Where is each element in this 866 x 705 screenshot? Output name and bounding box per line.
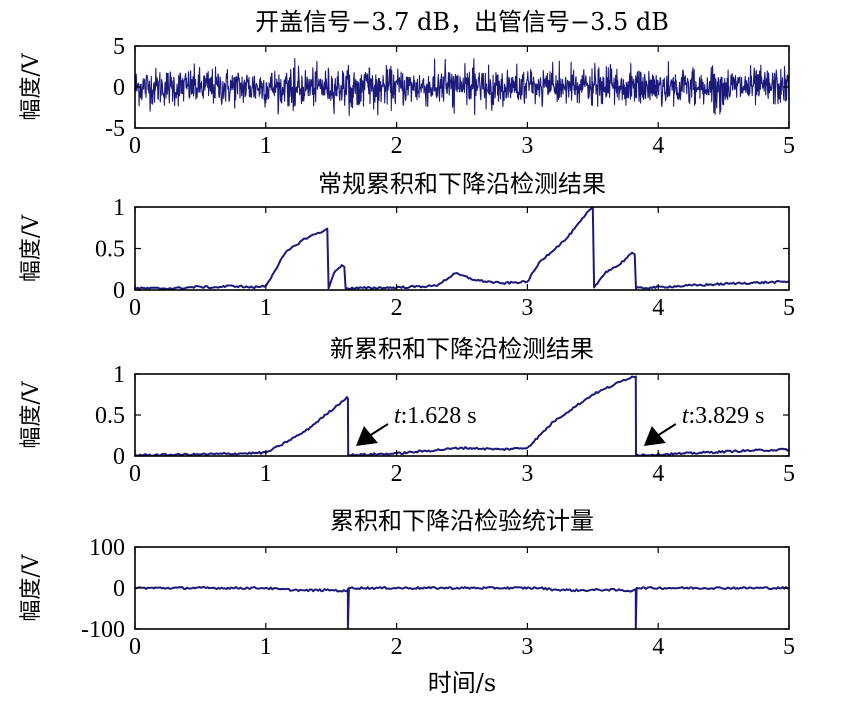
x-tick-label: 5	[783, 295, 795, 321]
panel-title: 开盖信号−3.7 dB，出管信号−3.5 dB	[255, 8, 669, 36]
x-tick-label: 1	[260, 295, 272, 321]
panel-title: 累积和下降沿检验统计量	[330, 507, 594, 535]
x-tick-label: 2	[391, 133, 403, 159]
x-tick-label: 3	[521, 133, 533, 159]
y-tick-label: -100	[81, 617, 125, 643]
x-tick-label: 1	[260, 133, 272, 159]
x-tick-label: 1	[260, 634, 272, 660]
x-tick-label: 5	[783, 634, 795, 660]
y-tick-label: 0	[113, 444, 125, 470]
x-tick-label: 1	[260, 461, 272, 487]
annotation-variable: t	[682, 403, 690, 429]
y-axis-label: 幅度/V	[19, 380, 44, 448]
y-tick-label: 0.5	[95, 237, 125, 263]
x-tick-label: 5	[783, 133, 795, 159]
annotation-variable: t	[394, 403, 402, 429]
x-axis-label: 时间/s	[428, 669, 496, 697]
x-tick-label: 2	[391, 634, 403, 660]
x-tick-label: 4	[652, 295, 664, 321]
x-tick-label: 0	[129, 634, 141, 660]
x-tick-label: 3	[521, 461, 533, 487]
y-tick-label: 1	[113, 362, 125, 388]
annotation: t:1.628 s	[355, 403, 477, 446]
x-tick-label: 0	[129, 133, 141, 159]
y-tick-label: -5	[105, 116, 125, 142]
x-tick-label: 0	[129, 461, 141, 487]
x-tick-label: 4	[652, 133, 664, 159]
y-tick-label: 0	[113, 278, 125, 304]
annotation-label: :3.829 s	[689, 403, 765, 429]
svg-text:t:3.829 s: t:3.829 s	[682, 403, 765, 429]
y-axis-label: 幅度/V	[19, 52, 44, 120]
series-line	[135, 207, 789, 290]
panel-title: 新累积和下降沿检测结果	[330, 335, 594, 363]
x-tick-label: 0	[129, 295, 141, 321]
y-tick-label: 1	[113, 195, 125, 221]
annotation: t:3.829 s	[643, 403, 765, 446]
x-tick-label: 2	[391, 295, 403, 321]
x-tick-label: 5	[783, 461, 795, 487]
y-tick-label: 0.5	[95, 403, 125, 429]
x-tick-label: 2	[391, 461, 403, 487]
series-line	[135, 586, 789, 629]
y-tick-label: 0	[113, 576, 125, 602]
series-line	[135, 375, 789, 456]
x-tick-label: 4	[652, 461, 664, 487]
arrow-icon	[643, 426, 666, 446]
annotation-label: :1.628 s	[401, 403, 477, 429]
y-axis-label: 幅度/V	[19, 214, 44, 282]
svg-text:t:1.628 s: t:1.628 s	[394, 403, 477, 429]
panel-title: 常规累积和下降沿检测结果	[318, 170, 606, 198]
y-tick-label: 0	[113, 75, 125, 101]
axes-frame	[134, 206, 790, 291]
y-axis-label: 幅度/V	[19, 553, 44, 621]
arrow-icon	[355, 426, 378, 446]
y-tick-label: 100	[89, 535, 125, 561]
x-tick-label: 3	[521, 295, 533, 321]
y-tick-label: 5	[113, 34, 125, 60]
x-tick-label: 4	[652, 634, 664, 660]
series-line	[135, 57, 789, 116]
x-tick-label: 3	[521, 634, 533, 660]
